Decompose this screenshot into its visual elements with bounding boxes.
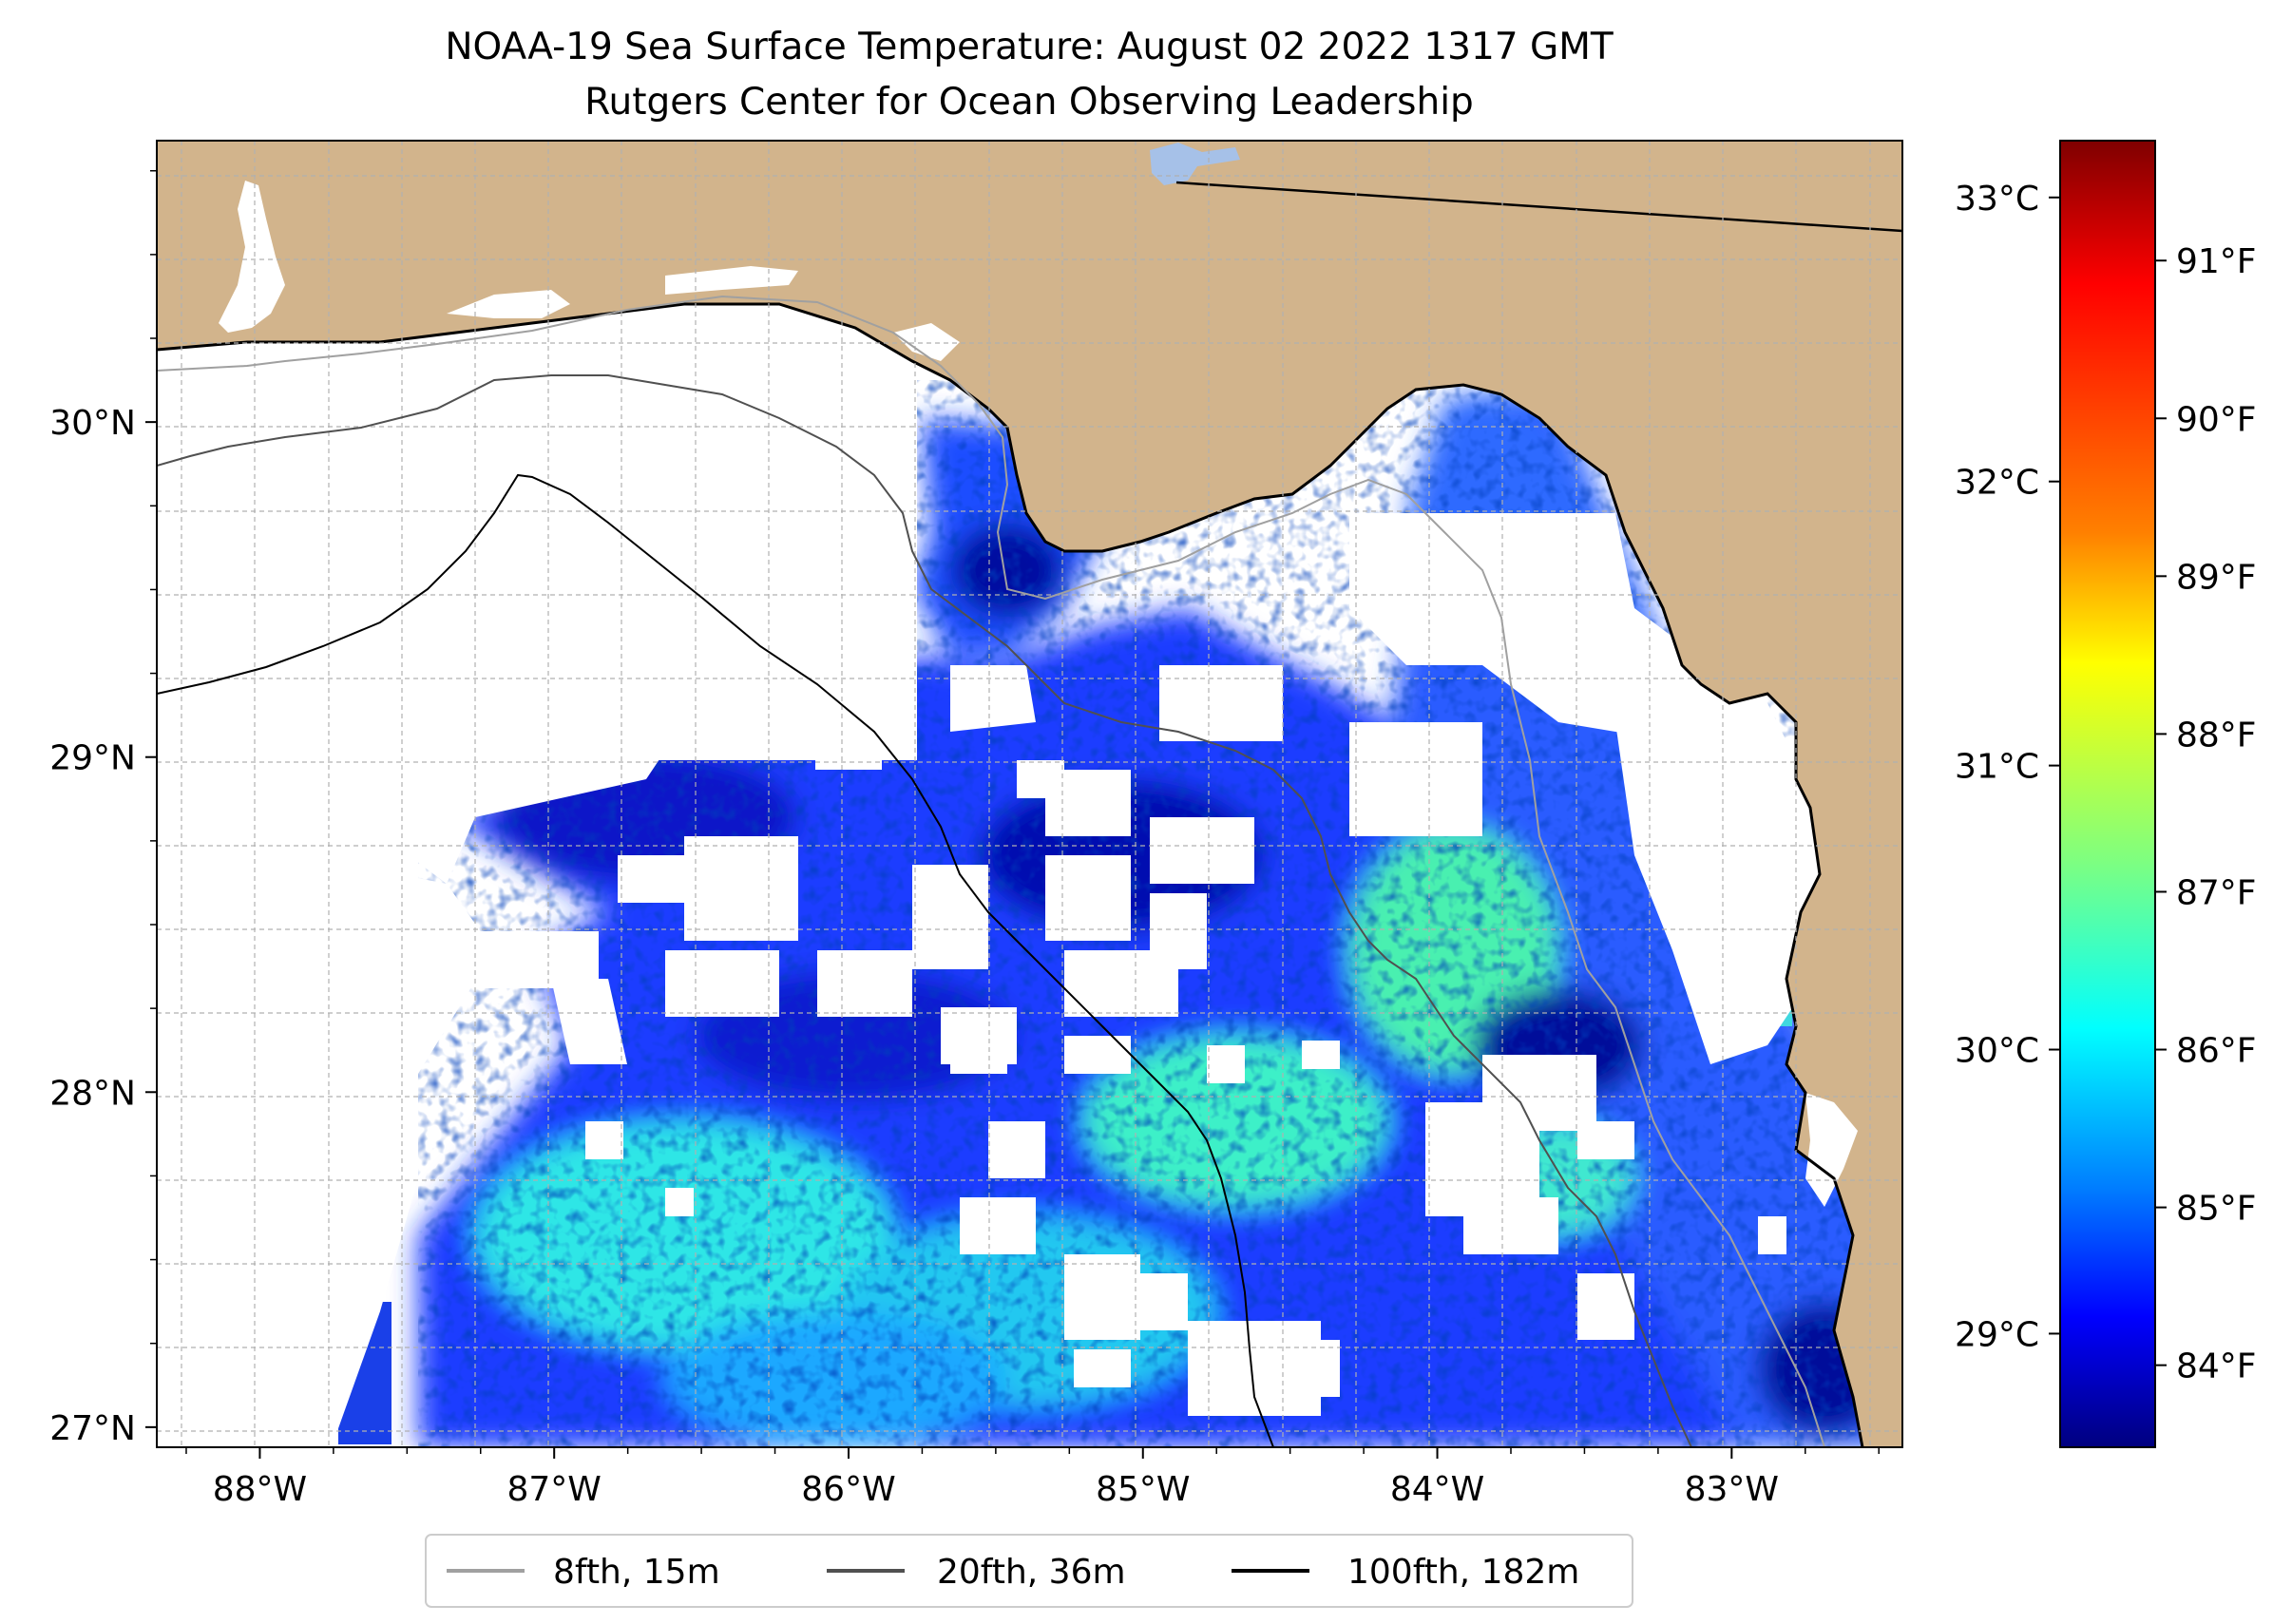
x-tick-label: 83°W: [1685, 1470, 1779, 1509]
fahrenheit-tick-label: 85°F: [2176, 1190, 2257, 1229]
celsius-tick-label: 30°C: [1955, 1032, 2039, 1071]
celsius-tick-label: 33°C: [1955, 180, 2039, 219]
y-tick-label: 27°N: [49, 1409, 136, 1448]
choctawhatchee-bay: [665, 266, 798, 295]
legend: 8fth, 15m 20fth, 36m 100fth, 182m: [425, 1534, 1633, 1608]
fahrenheit-tick-label: 86°F: [2176, 1032, 2257, 1071]
tampa-bay: [1805, 1093, 1858, 1207]
map-panel: [157, 141, 1902, 1447]
contour-20fth: [157, 374, 1692, 1447]
legend-item-100fth: 100fth, 182m: [1232, 1553, 1579, 1592]
title-line1: NOAA-19 Sea Surface Temperature: August …: [445, 26, 1614, 68]
colorbar: 29°C 30°C 31°C 32°C 33°C 84°F 85°F 86°F 87°F 88°…: [1955, 140, 2257, 1448]
legend-label-20fth: 20fth, 36m: [937, 1553, 1126, 1592]
sst-field: [157, 380, 1902, 1447]
lake: [1150, 143, 1240, 185]
coastline: [157, 302, 1864, 1447]
x-tick-label: 88°W: [213, 1470, 307, 1509]
fahrenheit-tick-label: 91°F: [2176, 242, 2257, 281]
no-data-holes: [157, 380, 1862, 1447]
gridlines: [157, 141, 1902, 1447]
legend-item-20fth: 20fth, 36m: [827, 1553, 1126, 1592]
x-tick-label: 84°W: [1390, 1470, 1484, 1509]
celsius-tick-label: 31°C: [1955, 748, 2039, 787]
fahrenheit-tick-label: 90°F: [2176, 400, 2257, 439]
legend-label-100fth: 100fth, 182m: [1347, 1553, 1579, 1592]
celsius-tick-label: 29°C: [1955, 1315, 2039, 1354]
contour-100fth: [157, 473, 1274, 1447]
colorbar-gradient: [2059, 140, 2156, 1448]
y-axis: 30°N 29°N 28°N 27°N: [49, 169, 157, 1448]
legend-item-8fth: 8fth, 15m: [447, 1553, 720, 1592]
fahrenheit-ticks: 84°F 85°F 86°F 87°F 88°F 89°F 90°F 91°F: [2155, 242, 2257, 1386]
pensacola-bay: [447, 290, 570, 318]
fahrenheit-tick-label: 87°F: [2176, 873, 2257, 912]
x-tick-label: 85°W: [1096, 1470, 1190, 1509]
x-tick-label: 87°W: [507, 1470, 602, 1509]
st-andrews-bay: [893, 323, 960, 361]
y-tick-label: 28°N: [49, 1074, 136, 1113]
legend-label-8fth: 8fth, 15m: [553, 1553, 720, 1592]
land: [157, 141, 1902, 1447]
map-frame: [156, 140, 1903, 1448]
celsius-ticks: 29°C 30°C 31°C 32°C 33°C: [1955, 180, 2060, 1354]
x-tick-label: 86°W: [801, 1470, 895, 1509]
celsius-tick-label: 32°C: [1955, 464, 2039, 503]
y-tick-label: 30°N: [49, 404, 136, 443]
x-axis: 88°W 87°W 86°W 85°W 84°W 83°W: [185, 1447, 1880, 1509]
fahrenheit-tick-label: 89°F: [2176, 558, 2257, 597]
contour-8fth: [157, 295, 1825, 1447]
mobile-bay: [219, 181, 285, 333]
title-line2: Rutgers Center for Ocean Observing Leade…: [584, 81, 1474, 124]
legend-box: [425, 1534, 1633, 1608]
y-tick-label: 29°N: [49, 739, 136, 778]
state-border: [1175, 181, 1902, 233]
fahrenheit-tick-label: 84°F: [2176, 1347, 2257, 1386]
fahrenheit-tick-label: 88°F: [2176, 716, 2257, 755]
